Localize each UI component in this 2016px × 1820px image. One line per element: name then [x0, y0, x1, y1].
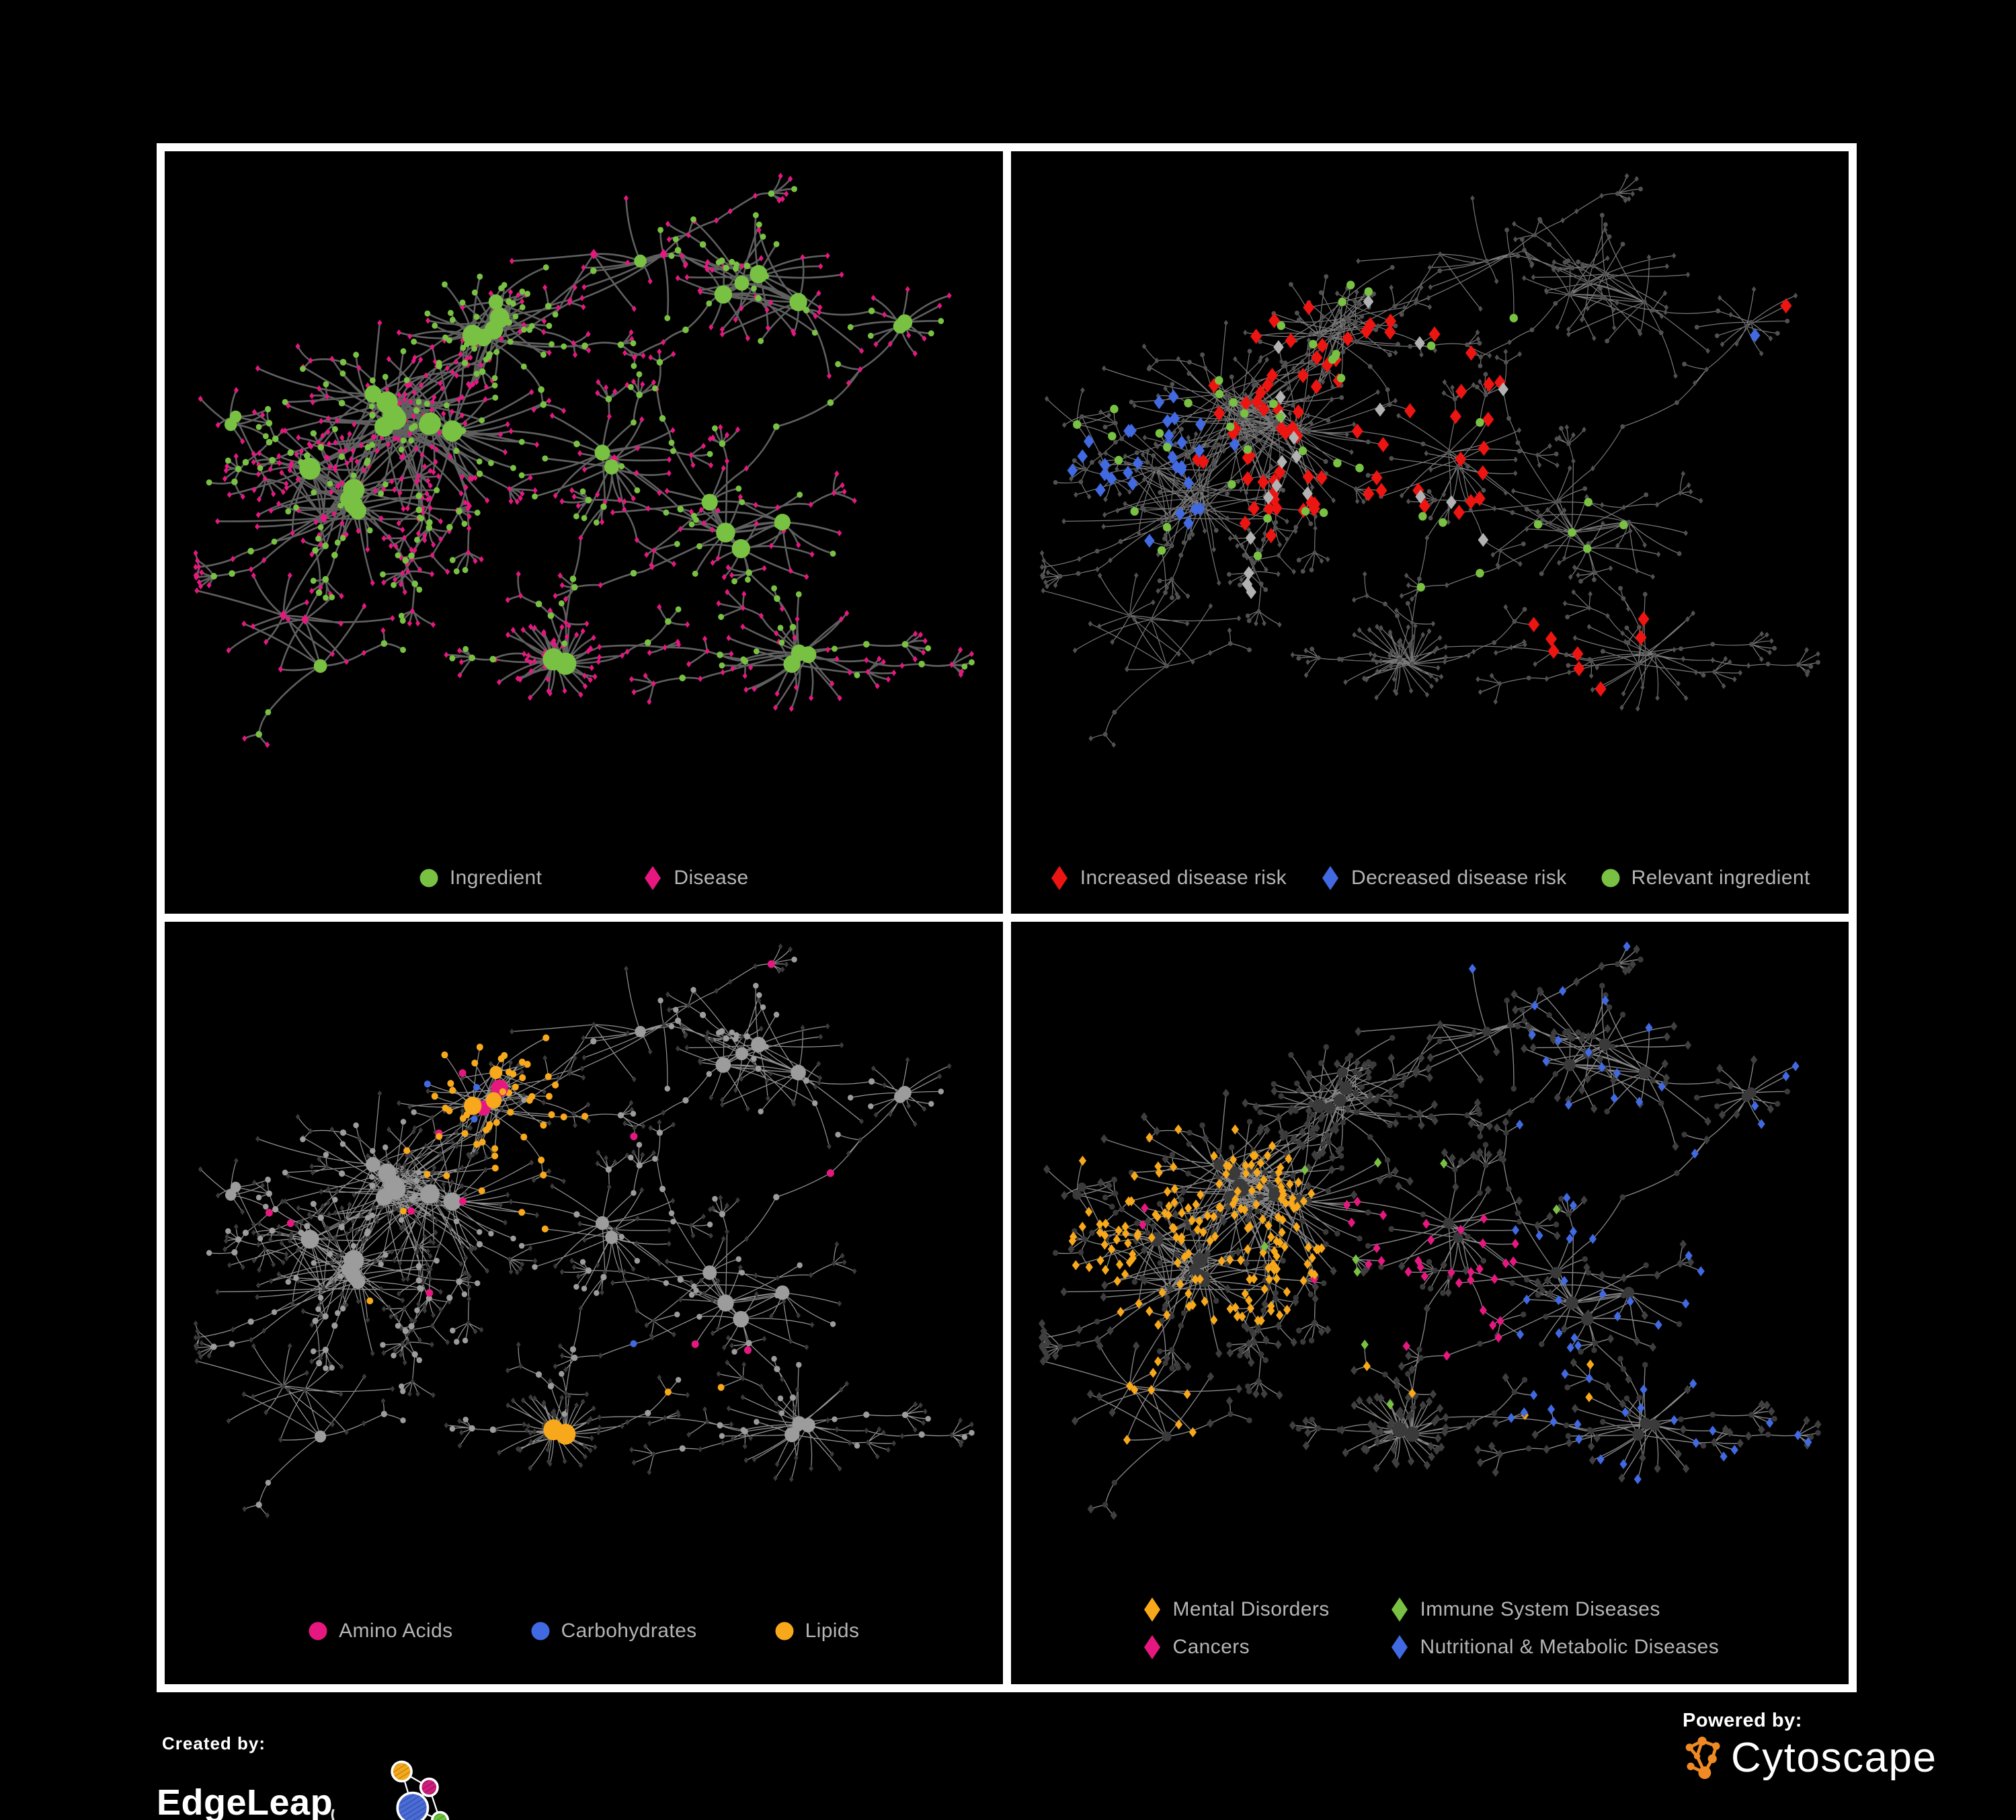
- legend-item: Immune System Diseases: [1389, 1595, 1720, 1624]
- network-graph-disease-risk: [1039, 173, 1820, 748]
- legend-label: Increased disease risk: [1080, 867, 1287, 889]
- created-by-label: Created by:: [162, 1733, 266, 1753]
- legend-label: Carbohydrates: [561, 1620, 697, 1642]
- panel-disease-classes: Mental Disorders Immune System Diseases …: [1010, 922, 1849, 1684]
- created-by-block: Created by: EdgeLeap: [157, 1733, 456, 1820]
- legend-item: Decreased disease risk: [1320, 864, 1567, 892]
- legend-item: Amino Acids: [308, 1617, 452, 1645]
- network-graph-ingredient-disease: [193, 172, 975, 748]
- legend-label: Amino Acids: [339, 1620, 453, 1642]
- legend-label: Mental Disorders: [1172, 1598, 1330, 1620]
- circle-marker-icon: [531, 1622, 550, 1640]
- diamond-marker-icon: [1391, 1635, 1408, 1659]
- network-graph-disease-classes: [1038, 941, 1822, 1520]
- diamond-marker-icon: [1051, 866, 1067, 890]
- panel-grid: Ingredient Disease Increased disease ris…: [157, 143, 1857, 1692]
- legend-label: Ingredient: [449, 867, 542, 889]
- panel-nutrient-classes: Amino Acids Carbohydrates Lipids: [165, 922, 1003, 1684]
- legend-nutrient-classes: Amino Acids Carbohydrates Lipids: [165, 1617, 1003, 1645]
- diamond-marker-icon: [1322, 866, 1339, 890]
- powered-by-block: Powered by: Cytoscape: [1683, 1710, 1937, 1780]
- legend-item: Lipids: [774, 1617, 860, 1645]
- legend-label: Cancers: [1172, 1636, 1250, 1658]
- legend-label: Decreased disease risk: [1351, 867, 1567, 889]
- legend-item: Nutritional & Metabolic Diseases: [1389, 1633, 1720, 1661]
- legend-item: Carbohydrates: [530, 1617, 697, 1645]
- legend-label: Lipids: [805, 1620, 860, 1642]
- legend-item: Relevant ingredient: [1601, 864, 1810, 892]
- legend-disease-risk: Increased disease risk Decreased disease…: [1011, 864, 1849, 892]
- cytoscape-logo-icon: [1685, 1736, 1720, 1780]
- powered-by-label: Powered by:: [1683, 1710, 1802, 1731]
- network-graph-nutrient-classes: [193, 943, 975, 1519]
- legend-item: Increased disease risk: [1049, 864, 1287, 892]
- circle-marker-icon: [309, 1622, 327, 1640]
- legend-label: Relevant ingredient: [1631, 867, 1810, 889]
- edgeleap-logo-icon: [331, 1760, 450, 1820]
- legend-disease-classes: Mental Disorders Immune System Diseases …: [1011, 1595, 1849, 1661]
- panel-ingredient-disease: Ingredient Disease: [165, 151, 1003, 914]
- panel-disease-risk: Increased disease risk Decreased disease…: [1010, 151, 1849, 914]
- circle-marker-icon: [419, 869, 438, 887]
- diamond-marker-icon: [1143, 1597, 1160, 1622]
- diamond-marker-icon: [645, 866, 661, 890]
- legend-item: Disease: [643, 864, 748, 892]
- legend-item: Ingredient: [419, 864, 542, 892]
- diamond-marker-icon: [1391, 1597, 1408, 1622]
- legend-label: Immune System Diseases: [1420, 1598, 1660, 1620]
- edgeleap-wordmark: EdgeLeap: [157, 1782, 333, 1820]
- legend-label: Nutritional & Metabolic Diseases: [1420, 1636, 1720, 1658]
- cytoscape-wordmark: Cytoscape: [1731, 1735, 1937, 1781]
- legend-item: Mental Disorders: [1142, 1595, 1389, 1624]
- circle-marker-icon: [1601, 869, 1620, 887]
- diamond-marker-icon: [1143, 1635, 1160, 1659]
- legend-ingredient-disease: Ingredient Disease: [165, 864, 1003, 892]
- circle-marker-icon: [775, 1622, 794, 1640]
- legend-item: Cancers: [1142, 1633, 1389, 1661]
- legend-label: Disease: [674, 867, 749, 889]
